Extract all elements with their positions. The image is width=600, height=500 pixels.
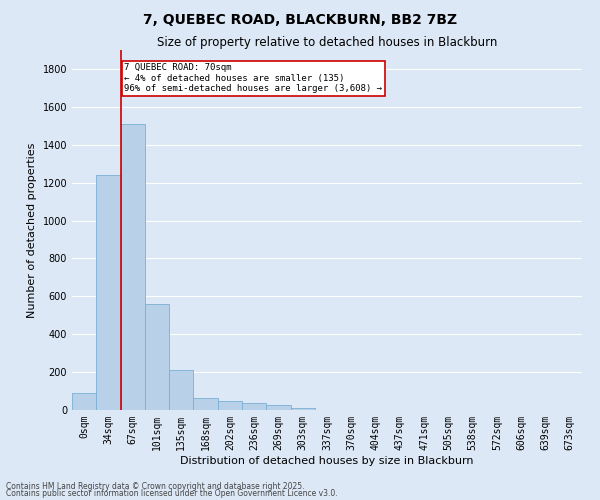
Bar <box>96 175 121 410</box>
Bar <box>169 370 193 410</box>
Bar <box>121 124 145 410</box>
Bar <box>72 393 96 410</box>
Bar <box>290 408 315 410</box>
Text: Contains public sector information licensed under the Open Government Licence v3: Contains public sector information licen… <box>6 489 338 498</box>
Bar <box>242 404 266 410</box>
Text: Contains HM Land Registry data © Crown copyright and database right 2025.: Contains HM Land Registry data © Crown c… <box>6 482 305 491</box>
Text: 7, QUEBEC ROAD, BLACKBURN, BB2 7BZ: 7, QUEBEC ROAD, BLACKBURN, BB2 7BZ <box>143 12 457 26</box>
Bar <box>193 398 218 410</box>
Bar <box>266 404 290 410</box>
Text: 7 QUEBEC ROAD: 70sqm
← 4% of detached houses are smaller (135)
96% of semi-detac: 7 QUEBEC ROAD: 70sqm ← 4% of detached ho… <box>124 64 382 93</box>
Bar <box>145 304 169 410</box>
Y-axis label: Number of detached properties: Number of detached properties <box>27 142 37 318</box>
Bar <box>218 402 242 410</box>
Title: Size of property relative to detached houses in Blackburn: Size of property relative to detached ho… <box>157 36 497 49</box>
X-axis label: Distribution of detached houses by size in Blackburn: Distribution of detached houses by size … <box>180 456 474 466</box>
